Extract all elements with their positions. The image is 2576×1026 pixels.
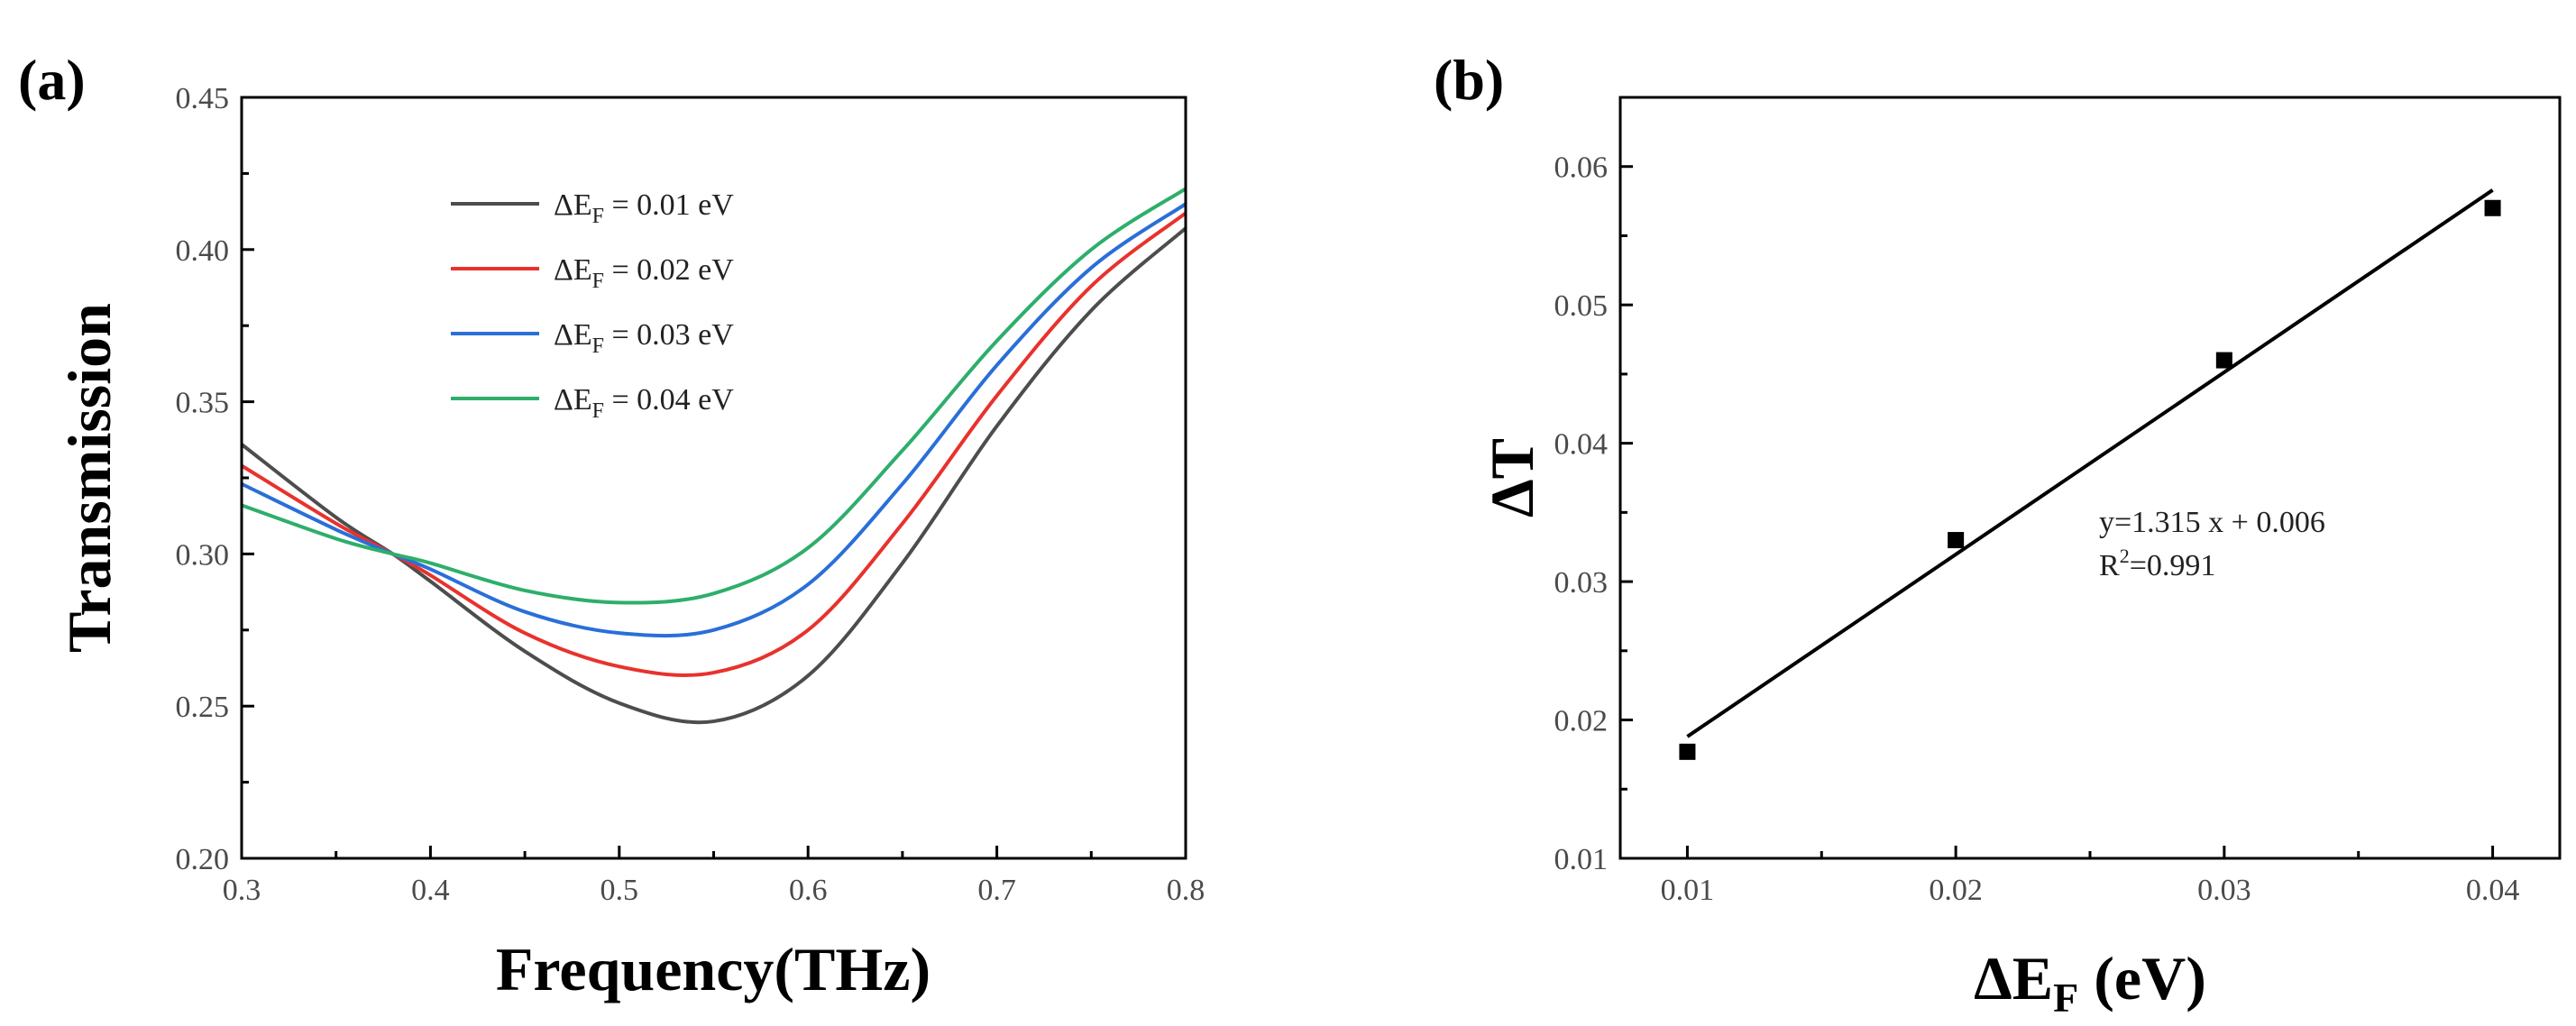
x-tick-label: 0.01 — [1661, 874, 1715, 907]
y-tick-label: 0.25 — [176, 691, 230, 724]
y-tick-label: 0.40 — [176, 234, 230, 268]
data-point — [1948, 532, 1965, 549]
y-tick-label: 0.30 — [176, 538, 230, 572]
series-line — [241, 187, 1187, 605]
panel-b-ticks: 0.01 0.02 0.03 0.04 0.01 0.02 0.03 0.04 0.05 0.06 — [1554, 151, 2520, 907]
y-tick-label: 0.01 — [1554, 843, 1609, 876]
data-point — [2484, 199, 2501, 216]
x-tick-label: 0.03 — [2197, 874, 2251, 907]
legend-label: ΔEF = 0.01 eV — [554, 188, 734, 228]
y-tick-label: 0.04 — [1554, 428, 1609, 462]
legend-label: ΔEF = 0.04 eV — [554, 383, 734, 423]
x-tick-label: 0.4 — [411, 874, 450, 907]
data-point — [1679, 743, 1696, 760]
x-tick-label: 0.04 — [2466, 874, 2520, 907]
data-points — [1679, 199, 2501, 760]
linear-fit-line — [1686, 188, 2494, 738]
legend-label: ΔEF = 0.02 eV — [554, 253, 734, 293]
x-tick-label: 0.7 — [977, 874, 1016, 907]
x-tick-label: 0.3 — [223, 874, 261, 907]
panel-a-transmission-chart: (a) 0.3 0.4 0.5 0.6 0.7 0.80.200.250.300.350.… — [18, 48, 1205, 1003]
x-tick-label: 0.5 — [600, 874, 639, 907]
panel-b-x-axis-title: ΔEF (eV) — [1974, 944, 2206, 1021]
panel-b-label: (b) — [1434, 48, 1504, 112]
data-point — [2215, 352, 2232, 369]
panel-a-label: (a) — [18, 48, 86, 112]
panel-a-x-axis-title: Frequency(THz) — [496, 935, 930, 1003]
y-tick-label: 0.20 — [176, 843, 230, 876]
panel-b-y-axis-title: ΔT — [1478, 438, 1546, 518]
legend-label: ΔEF = 0.03 eV — [554, 318, 734, 358]
series-line — [240, 226, 1187, 725]
fit-equation: y=1.315 x + 0.006 — [2099, 506, 2325, 539]
y-tick-label: 0.02 — [1554, 705, 1609, 738]
y-tick-label: 0.03 — [1554, 566, 1609, 600]
panel-a-y-axis-title: Transmission — [55, 303, 124, 653]
x-tick-label: 0.6 — [789, 874, 828, 907]
x-tick-label: 0.02 — [1929, 874, 1983, 907]
fit-line — [1686, 188, 2494, 738]
x-tick-label: 0.8 — [1167, 874, 1205, 907]
panel-b-plot-frame — [1618, 96, 2562, 860]
panel-b-delta-t-chart: (b) 0.01 0.02 0.03 0.04 0.01 0.02 0.03 0.04 0.05… — [1434, 48, 2562, 1021]
y-tick-label: 0.06 — [1554, 151, 1609, 185]
y-tick-label: 0.05 — [1554, 289, 1609, 323]
panel-a-plot-frame — [240, 96, 1187, 860]
y-tick-label: 0.45 — [176, 82, 230, 115]
transmission-curves — [240, 187, 1187, 725]
y-tick-label: 0.35 — [176, 387, 230, 420]
r-squared: R2=0.991 — [2099, 545, 2215, 582]
panel-a-ticks: 0.3 0.4 0.5 0.6 0.7 0.8 0.20 0.25 0.30 0.35 0.40 0.… — [176, 82, 1205, 907]
panel-a-legend: ΔEF = 0.01 eV ΔEF = 0.02 eV ΔEF = 0.03 eV Δ… — [451, 188, 734, 423]
